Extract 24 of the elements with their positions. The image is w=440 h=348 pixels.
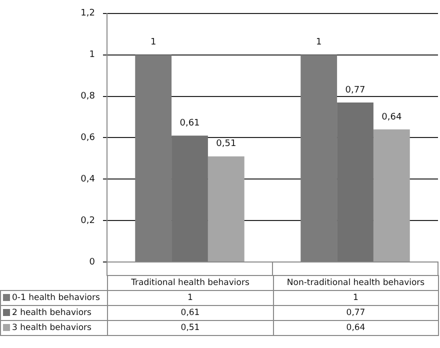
data-label: 0,61: [108, 306, 273, 320]
text: 0,61: [180, 118, 200, 128]
data-label: 0,77: [273, 306, 438, 320]
data-label: 1: [273, 290, 438, 306]
y-tick-label: 0,2: [80, 216, 95, 226]
y-tick-label: 0,4: [80, 174, 96, 184]
y-tick-label: 0: [89, 257, 96, 268]
text: 0,51: [216, 139, 236, 150]
text: 1: [150, 38, 156, 48]
legend-label: 3 health behaviors: [0, 320, 108, 336]
data-label: 0,51: [108, 320, 273, 336]
y-tick-label: 0,6: [80, 133, 96, 144]
text: 0,77: [345, 85, 366, 96]
y-tick-label: 0,8: [80, 92, 96, 102]
legend-label: 2 health behaviors: [0, 306, 108, 320]
x-tick-label: Traditional health behaviors: [108, 276, 273, 290]
x-tick-label: Non-traditional health behaviors: [273, 276, 438, 290]
y-tick-label: 1,2: [80, 8, 95, 19]
data-label: 1: [108, 290, 273, 306]
text: 1: [316, 38, 322, 48]
data-label: 0,64: [273, 320, 438, 336]
legend-label: 0-1 health behaviors: [0, 290, 108, 306]
text: 0,64: [382, 112, 402, 122]
y-tick-label: 1: [89, 50, 95, 60]
